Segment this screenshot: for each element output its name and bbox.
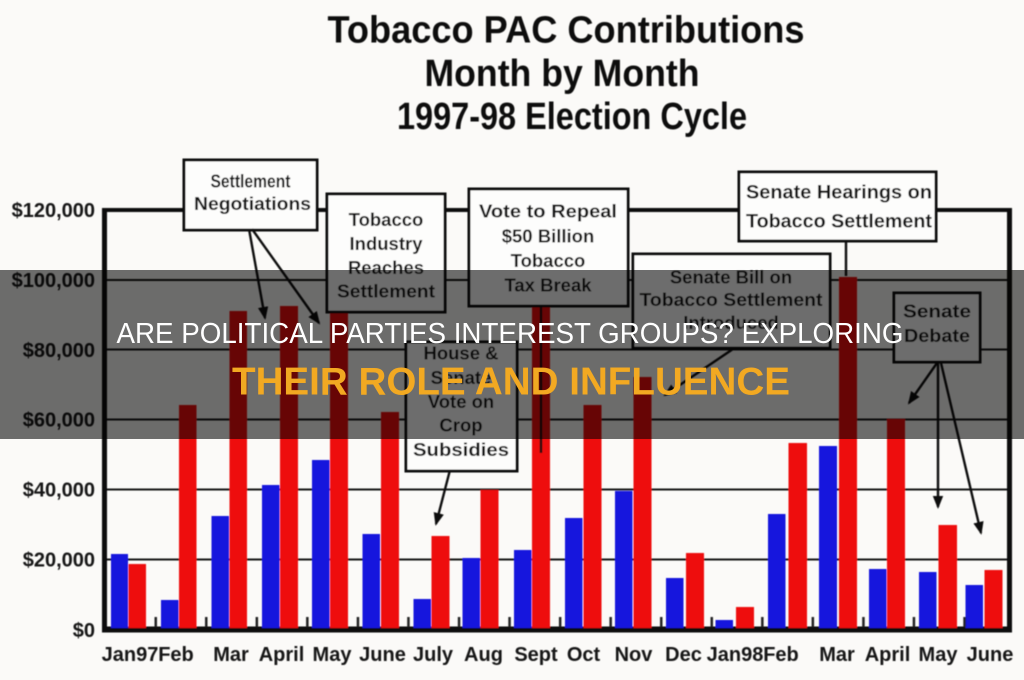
svg-text:Sept: Sept — [514, 644, 558, 666]
svg-text:Oct: Oct — [567, 644, 601, 666]
svg-text:ARE POLITICAL PARTIES INTEREST: ARE POLITICAL PARTIES INTEREST GROUPS? E… — [117, 318, 904, 350]
svg-text:Dec: Dec — [665, 644, 702, 666]
svg-text:Tobacco PAC Contributions: Tobacco PAC Contributions — [328, 10, 805, 52]
svg-text:June: June — [359, 644, 406, 666]
svg-text:Month by Month: Month by Month — [425, 53, 700, 95]
svg-text:$50 Billion: $50 Billion — [502, 226, 595, 247]
svg-text:Tobacco: Tobacco — [511, 250, 586, 271]
svg-text:May: May — [919, 644, 959, 666]
svg-text:July: July — [413, 644, 454, 666]
svg-text:$40,000: $40,000 — [23, 480, 95, 502]
svg-text:Mar: Mar — [213, 644, 249, 666]
svg-text:Jan98: Jan98 — [707, 644, 764, 666]
svg-text:$120,000: $120,000 — [12, 200, 95, 222]
svg-text:Nov: Nov — [615, 644, 654, 666]
svg-text:Feb: Feb — [158, 644, 194, 666]
svg-text:Tobacco: Tobacco — [349, 209, 424, 230]
svg-text:Senate Hearings on: Senate Hearings on — [746, 183, 932, 204]
svg-text:Vote to Repeal: Vote to Repeal — [479, 201, 617, 222]
svg-text:Settlement: Settlement — [211, 172, 291, 192]
svg-text:Subsidies: Subsidies — [413, 439, 509, 460]
svg-text:$20,000: $20,000 — [23, 550, 95, 572]
svg-text:Tobacco Settlement: Tobacco Settlement — [746, 212, 933, 233]
svg-text:April: April — [259, 644, 305, 666]
svg-text:THEIR ROLE AND INFLUENCE: THEIR ROLE AND INFLUENCE — [232, 361, 790, 404]
svg-text:Mar: Mar — [819, 644, 855, 666]
svg-text:1997-98 Election Cycle: 1997-98 Election Cycle — [397, 96, 747, 138]
svg-text:April: April — [865, 644, 911, 666]
svg-text:Negotiations: Negotiations — [194, 194, 311, 214]
svg-text:Industry: Industry — [350, 233, 424, 254]
svg-text:Feb: Feb — [763, 644, 799, 666]
svg-text:$0: $0 — [73, 620, 95, 642]
svg-text:Jan97: Jan97 — [102, 644, 159, 666]
svg-text:Aug: Aug — [464, 644, 503, 666]
svg-text:May: May — [313, 644, 353, 666]
svg-text:June: June — [967, 644, 1014, 666]
